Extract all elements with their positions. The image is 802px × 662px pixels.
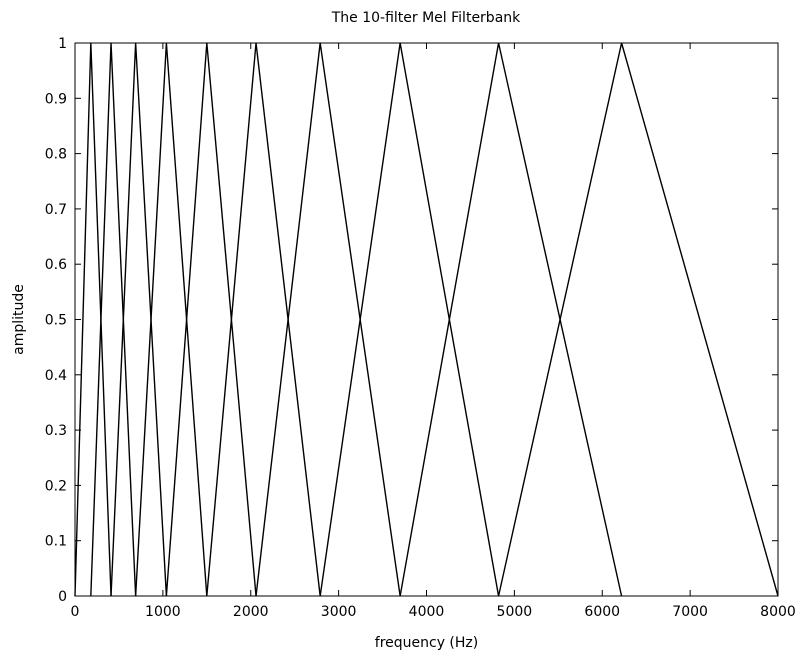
y-tick-label: 0 <box>58 589 67 605</box>
x-tick-label: 3000 <box>321 604 357 620</box>
y-tick-label: 0.3 <box>45 423 67 439</box>
y-tick-label: 0.6 <box>45 257 67 273</box>
x-axis-label: frequency (Hz) <box>375 635 478 651</box>
y-tick-label: 0.5 <box>45 313 67 329</box>
filter-line-10 <box>497 42 779 597</box>
x-axis-ticks: 0 1000 2000 3000 4000 5000 6000 7000 8000 <box>71 43 796 620</box>
x-tick-label: 2000 <box>233 604 269 620</box>
filter-line-2 <box>90 42 137 597</box>
filter-line-5 <box>165 42 257 597</box>
x-tick-label: 5000 <box>497 604 533 620</box>
chart-title: The 10-filter Mel Filterbank <box>331 10 521 26</box>
x-tick-label: 7000 <box>672 604 708 620</box>
y-tick-label: 0.1 <box>45 534 67 550</box>
x-tick-label: 1000 <box>145 604 181 620</box>
y-tick-label: 0.8 <box>45 147 67 163</box>
x-tick-label: 8000 <box>760 604 796 620</box>
y-tick-label: 0.2 <box>45 478 67 494</box>
filter-line-7 <box>255 42 401 597</box>
plot-frame <box>74 42 779 597</box>
filter-line-8 <box>319 42 500 597</box>
y-tick-label: 0.7 <box>45 202 67 218</box>
x-tick-label: 4000 <box>409 604 445 620</box>
filter-lines <box>74 42 779 597</box>
y-tick-label: 0.4 <box>45 368 67 384</box>
x-tick-label: 6000 <box>584 604 620 620</box>
filter-line-6 <box>206 42 321 597</box>
y-axis-label: amplitude <box>11 284 27 355</box>
x-tick-label: 0 <box>71 604 80 620</box>
filter-line-4 <box>134 42 208 597</box>
y-tick-label: 0.9 <box>45 91 67 107</box>
filter-line-3 <box>110 42 168 597</box>
y-axis-ticks: 0 0.1 0.2 0.3 0.4 0.5 0.6 0.7 0.8 0.9 1 <box>45 36 778 605</box>
filter-line-9 <box>399 42 623 597</box>
y-tick-label: 1 <box>58 36 67 52</box>
